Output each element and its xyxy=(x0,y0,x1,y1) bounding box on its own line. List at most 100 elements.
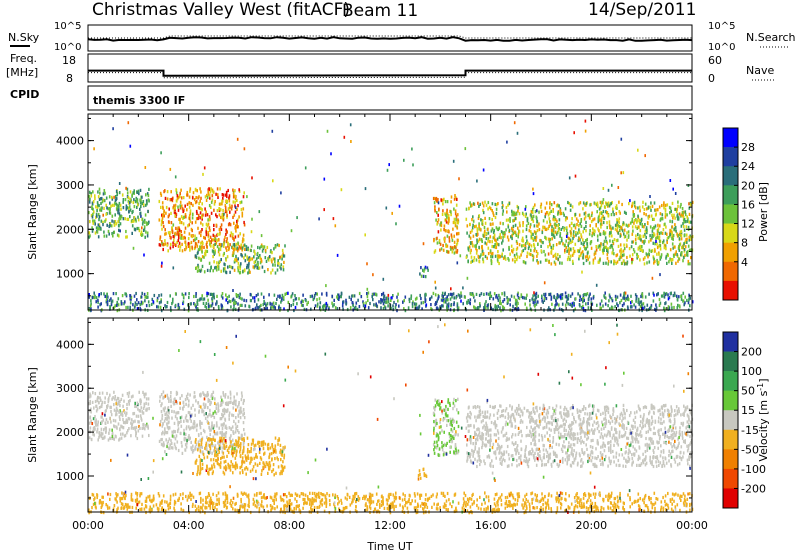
echo-cell xyxy=(103,428,105,432)
echo-cell xyxy=(282,268,285,272)
echo-cell xyxy=(177,448,180,453)
echo-cell xyxy=(522,243,525,248)
echo-cell xyxy=(139,402,142,406)
echo-cell xyxy=(103,436,105,440)
echo-cell xyxy=(455,214,458,218)
echo-cell xyxy=(495,241,498,245)
echo-cell xyxy=(110,436,112,441)
echo-cell xyxy=(89,309,92,313)
echo-cell xyxy=(682,222,684,226)
echo-cell xyxy=(267,471,269,475)
echo-cell xyxy=(556,219,558,223)
echo-cell xyxy=(170,441,173,446)
echo-cell xyxy=(490,222,492,227)
echo-cell xyxy=(583,226,586,231)
echo-cell xyxy=(160,438,162,442)
echo-cell xyxy=(672,246,674,250)
echo-cell xyxy=(621,202,623,207)
echo-cell xyxy=(256,303,258,307)
echo-cell xyxy=(215,454,218,458)
echo-cell xyxy=(501,212,504,216)
echo-cell xyxy=(455,420,458,424)
echo-cell xyxy=(419,272,421,276)
echo-cell xyxy=(132,219,134,223)
echo-cell xyxy=(535,238,537,242)
echo-cell xyxy=(491,217,493,222)
echo-cell xyxy=(171,446,174,450)
echo-cell xyxy=(449,297,452,301)
echo-cell xyxy=(206,224,209,228)
echo-cell xyxy=(527,241,529,245)
echo-cell xyxy=(176,417,178,421)
echo-cell xyxy=(618,225,621,229)
echo-cell xyxy=(232,430,234,434)
echo-cell xyxy=(263,440,265,444)
echo-cell xyxy=(125,413,127,417)
echo-cell xyxy=(253,260,256,264)
echo-cell xyxy=(252,465,255,469)
echo-cell xyxy=(451,292,453,297)
echo-cell xyxy=(247,265,250,269)
echo-cell xyxy=(577,231,579,235)
echo-cell xyxy=(199,469,201,473)
echo-cell xyxy=(111,436,114,440)
echo-cell xyxy=(684,245,687,249)
echo-cell xyxy=(171,226,173,230)
echo-cell xyxy=(230,452,233,456)
echo-cell xyxy=(100,219,103,223)
echo-cell xyxy=(688,206,691,210)
echo-cell xyxy=(119,399,121,404)
echo-cell xyxy=(457,231,460,236)
echo-cell xyxy=(182,236,184,240)
echo-cell xyxy=(403,307,405,311)
echo-cell xyxy=(206,249,209,253)
echo-cell xyxy=(517,206,520,210)
echo-cell xyxy=(109,393,111,397)
echo-cell xyxy=(90,407,92,411)
echo-cell xyxy=(656,258,658,263)
echo-cell xyxy=(300,300,302,304)
echo-cell xyxy=(590,306,592,310)
echo-cell xyxy=(468,245,471,249)
echo-cell xyxy=(95,418,97,422)
echo-cell xyxy=(673,245,676,249)
echo-cell xyxy=(648,240,650,244)
echo-cell xyxy=(446,441,448,445)
echo-cell xyxy=(476,179,478,183)
echo-cell xyxy=(458,177,460,181)
echo-cell xyxy=(495,245,498,250)
echo-cell xyxy=(481,222,483,226)
echo-cell xyxy=(107,404,109,408)
echo-cell xyxy=(218,253,221,257)
echo-cell xyxy=(119,404,121,408)
echo-cell xyxy=(469,236,472,240)
echo-cell xyxy=(525,242,527,246)
echo-cell xyxy=(552,254,555,258)
echo-cell xyxy=(112,292,115,296)
echo-cell xyxy=(517,232,520,236)
echo-cell xyxy=(478,224,480,228)
echo-cell xyxy=(235,257,237,261)
echo-cell xyxy=(567,200,569,205)
echo-cell xyxy=(132,412,134,416)
echo-cell xyxy=(257,245,259,250)
echo-cell xyxy=(480,292,483,296)
echo-cell xyxy=(355,301,358,305)
echo-cell xyxy=(689,248,692,252)
echo-cell xyxy=(569,238,572,242)
echo-cell xyxy=(599,211,601,215)
echo-cell xyxy=(206,435,208,439)
echo-cell xyxy=(173,402,176,406)
echo-cell xyxy=(522,213,525,217)
echo-cell xyxy=(503,231,506,235)
echo-cell xyxy=(448,236,451,240)
echo-cell xyxy=(527,221,530,225)
echo-cell xyxy=(481,219,484,223)
echo-cell xyxy=(490,229,493,233)
echo-cell xyxy=(119,409,121,413)
echo-cell xyxy=(609,239,611,243)
echo-cell xyxy=(667,307,670,311)
echo-cell xyxy=(145,408,148,412)
echo-cell xyxy=(689,304,691,308)
echo-cell xyxy=(564,207,567,211)
